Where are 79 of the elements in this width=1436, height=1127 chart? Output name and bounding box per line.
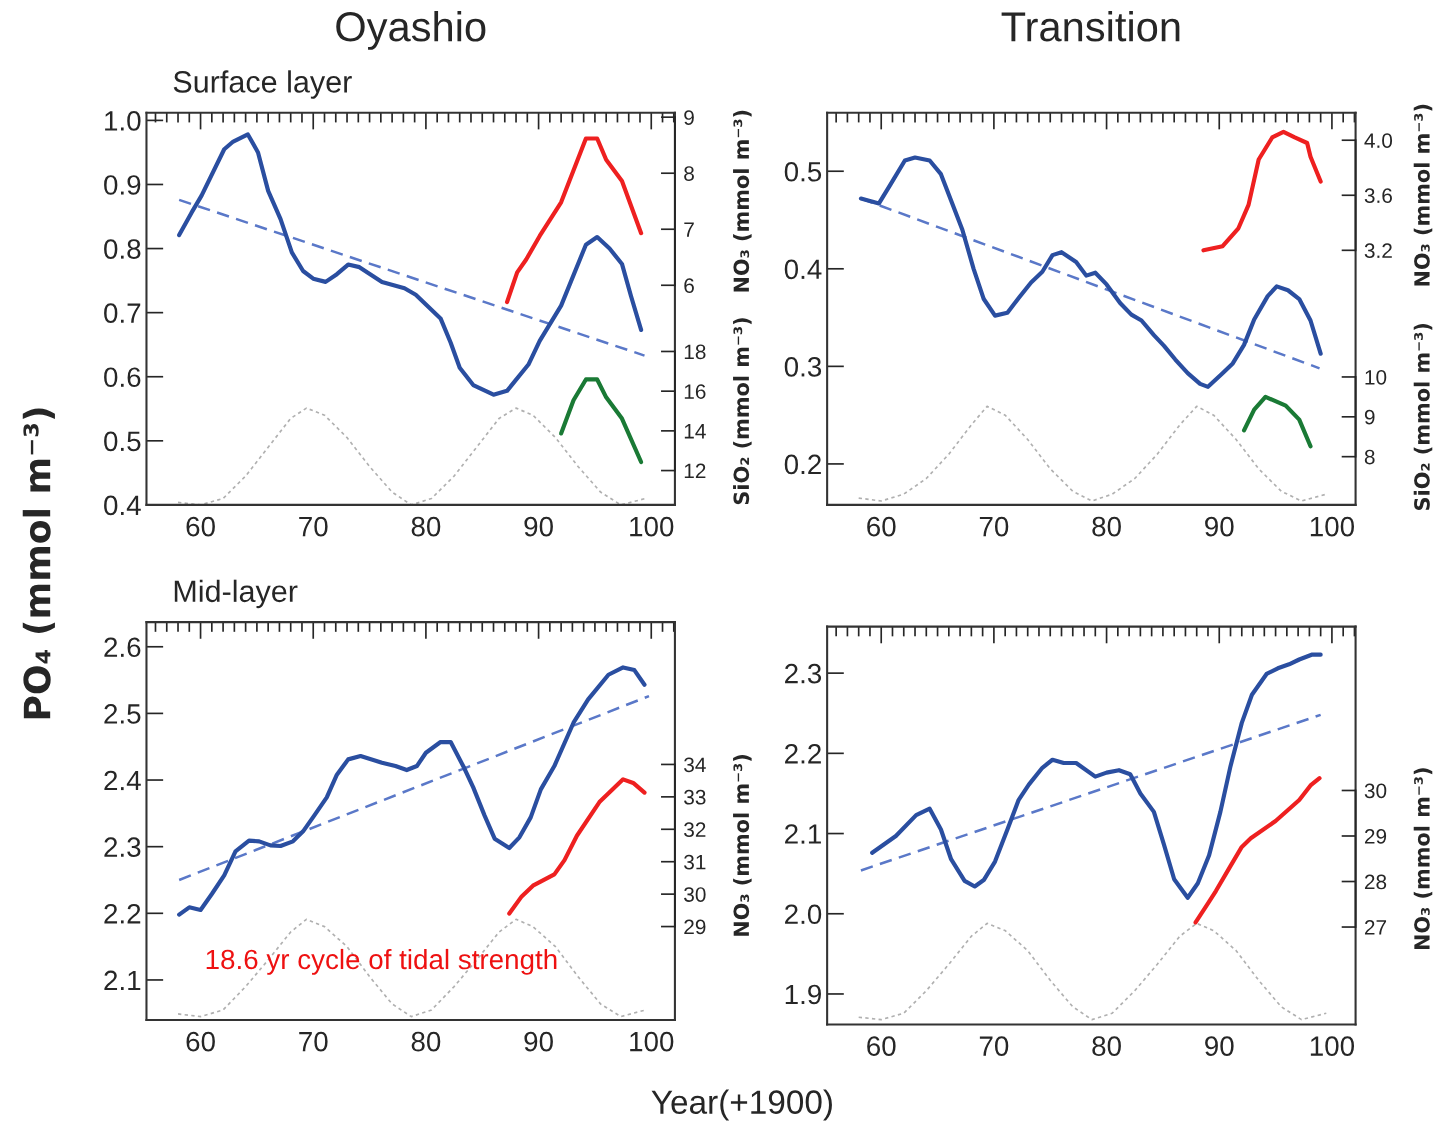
x-tick-label: 100 (1310, 516, 1355, 537)
y2-tick-label: 7 (684, 222, 694, 237)
y-tick-label: 0.2 (784, 454, 821, 475)
y2-tick-label: 27 (1364, 920, 1387, 935)
y2-tick-label: 9 (684, 110, 694, 125)
y-tick-label: 2.2 (104, 903, 141, 924)
x-tick-label: 70 (979, 1036, 1009, 1056)
x-tick-label: 70 (299, 1031, 328, 1052)
x-tick-label: 60 (867, 516, 896, 537)
chart-subtitle: Surface layer (173, 70, 352, 99)
y3-tick-label: 16 (684, 384, 706, 399)
y3-axis-title: SiO₂ (mmol m⁻³) (733, 318, 752, 505)
y-tick-label: 2.3 (104, 837, 141, 858)
y3-tick-label: 8 (1364, 449, 1375, 465)
x-tick-label: 90 (1205, 516, 1234, 537)
y-tick-label: 0.9 (104, 175, 141, 195)
y-tick-label: 1.0 (105, 111, 141, 131)
y3-tick-label: 9 (1364, 409, 1375, 425)
y2-axis-title: NO₃ (mmol m⁻³) (1413, 768, 1433, 950)
y2-tick-label: 29 (1364, 829, 1387, 844)
y3-tick-label: 14 (684, 424, 706, 439)
y3-tick-label: 12 (684, 463, 706, 479)
y2-axis-title: NO₃ (mmol m⁻³) (1413, 104, 1433, 286)
y-axis-title: PO₄ (mmol m⁻³) (22, 408, 55, 719)
y2-tick-label: 29 (684, 919, 706, 935)
y2-tick-label: 8 (684, 166, 694, 181)
y2-tick-label: 3.6 (1364, 188, 1392, 204)
y2-tick-label: 30 (1364, 783, 1387, 799)
y-tick-label: 2.1 (785, 824, 821, 844)
x-tick-label: 80 (1092, 1036, 1121, 1056)
x-tick-label: 80 (411, 516, 441, 537)
x-axis-title: Year(+1900) (651, 1089, 832, 1121)
annotation: 18.6 yr cycle of tidal strength (206, 948, 557, 975)
y-tick-label: 0.4 (104, 495, 141, 516)
x-tick-label: 60 (867, 1036, 896, 1056)
y-tick-label: 0.5 (104, 431, 141, 452)
y-tick-label: 2.4 (104, 770, 141, 791)
y-tick-label: 2.5 (104, 704, 141, 724)
x-tick-label: 90 (524, 1031, 553, 1052)
chart-title: Oyashio (336, 11, 486, 50)
y-tick-label: 0.8 (104, 239, 141, 259)
x-tick-label: 80 (1092, 516, 1121, 537)
y2-axis-title: NO₃ (mmol m⁻³) (733, 755, 752, 936)
x-tick-label: 70 (979, 516, 1009, 537)
x-tick-label: 100 (1310, 1036, 1355, 1056)
y-tick-label: 0.4 (784, 259, 822, 280)
y2-tick-label: 3.2 (1364, 243, 1392, 259)
y-tick-label: 2.0 (785, 904, 822, 925)
y-tick-label: 2.6 (104, 637, 141, 658)
x-tick-label: 90 (524, 516, 553, 537)
chart-subtitle: Mid-layer (174, 579, 298, 609)
y-tick-label: 2.1 (104, 970, 141, 991)
y2-tick-label: 30 (684, 887, 706, 902)
y3-tick-label: 18 (684, 344, 706, 360)
y2-tick-label: 6 (684, 278, 694, 294)
chart-title: Transition (1001, 11, 1180, 42)
x-tick-label: 80 (411, 1031, 441, 1052)
y2-tick-label: 34 (684, 757, 706, 773)
x-tick-label: 70 (299, 516, 328, 537)
x-tick-label: 90 (1205, 1036, 1234, 1056)
y2-tick-label: 31 (684, 854, 706, 870)
y2-tick-label: 33 (684, 789, 706, 805)
y2-tick-label: 4.0 (1364, 133, 1393, 148)
y-tick-label: 0.7 (104, 303, 141, 323)
y-tick-label: 2.2 (785, 744, 821, 764)
x-tick-label: 60 (186, 1031, 215, 1052)
y-tick-label: 0.3 (784, 357, 822, 377)
y-tick-label: 2.3 (785, 663, 822, 684)
y-tick-label: 0.6 (104, 367, 141, 388)
y3-axis-title: SiO₂ (mmol m⁻³) (1413, 323, 1433, 510)
x-tick-label: 100 (630, 1031, 674, 1052)
x-tick-label: 60 (186, 516, 215, 537)
x-tick-label: 100 (630, 516, 674, 537)
y-tick-label: 0.5 (784, 161, 822, 182)
y2-tick-label: 28 (1364, 874, 1387, 890)
y2-axis-title: NO₃ (mmol m⁻³) (733, 110, 752, 292)
y2-tick-label: 32 (684, 822, 706, 838)
y3-tick-label: 10 (1365, 369, 1387, 385)
y-tick-label: 1.9 (785, 984, 821, 1005)
